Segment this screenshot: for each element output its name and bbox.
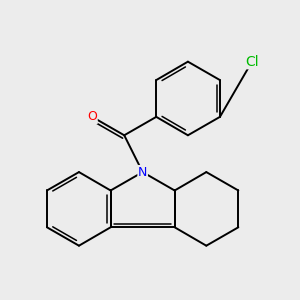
Text: O: O	[87, 110, 97, 123]
Text: N: N	[138, 166, 147, 178]
Text: Cl: Cl	[245, 55, 259, 69]
